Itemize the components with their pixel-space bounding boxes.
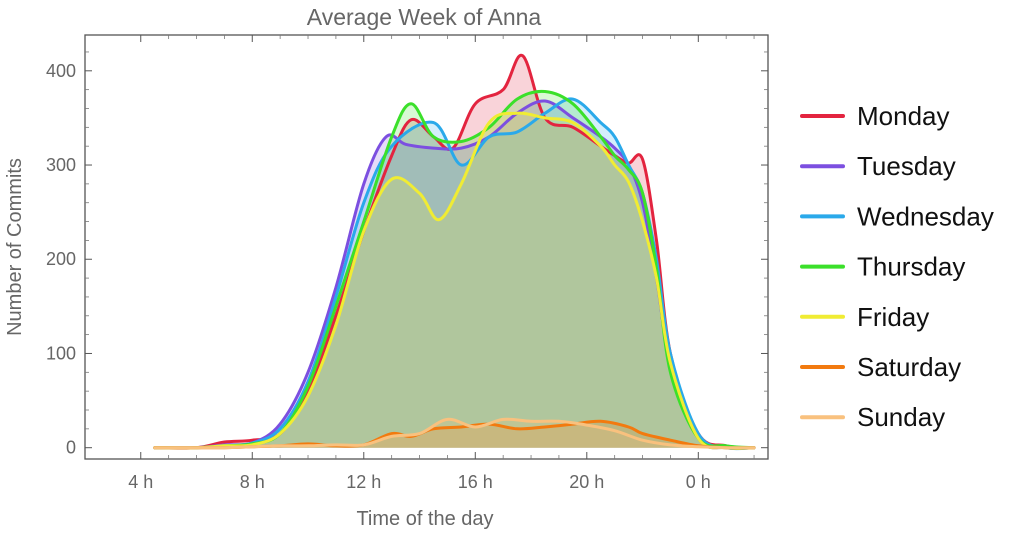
area-monday <box>154 55 755 449</box>
y-tick-label: 300 <box>46 155 76 175</box>
x-tick-label: 20 h <box>569 472 604 492</box>
y-tick-label: 100 <box>46 343 76 363</box>
x-axis-label: Time of the day <box>356 508 493 530</box>
plot-frame <box>84 34 769 460</box>
x-tick-label: 16 h <box>458 472 493 492</box>
line-friday <box>153 111 756 450</box>
area-wednesday <box>154 98 755 449</box>
legend: Monday Tuesday Wednesday Thursday Friday Satu… <box>800 101 994 432</box>
line-sunday <box>153 417 756 450</box>
legend-label-wednesday: Wednesday <box>857 201 994 231</box>
area-thursday <box>154 91 755 448</box>
x-tick-label: 4 h <box>128 472 153 492</box>
x-axis-ticks: 4 h 8 h 12 h 16 h 20 h 0 h <box>128 35 755 492</box>
area-friday <box>154 113 755 449</box>
legend-label-sunday: Sunday <box>857 402 945 432</box>
y-tick-label: 200 <box>46 249 76 269</box>
legend-label-monday: Monday <box>857 101 950 131</box>
x-tick-label: 8 h <box>240 472 265 492</box>
legend-label-tuesday: Tuesday <box>857 151 956 181</box>
y-tick-label: 400 <box>46 61 76 81</box>
y-axis-label: Number of Commits <box>4 158 26 336</box>
chart-title: Average Week of Anna <box>307 4 542 30</box>
area-sunday <box>154 419 755 448</box>
legend-label-thursday: Thursday <box>857 252 965 282</box>
y-axis-ticks: 0 100 200 300 400 <box>46 51 768 458</box>
x-tick-label: 12 h <box>346 472 381 492</box>
series-areas <box>154 55 755 449</box>
y-tick-label: 0 <box>66 438 76 458</box>
x-tick-label: 0 h <box>686 472 711 492</box>
legend-label-friday: Friday <box>857 302 929 332</box>
series-lines <box>153 53 756 451</box>
area-tuesday <box>154 100 755 449</box>
legend-label-saturday: Saturday <box>857 352 961 382</box>
